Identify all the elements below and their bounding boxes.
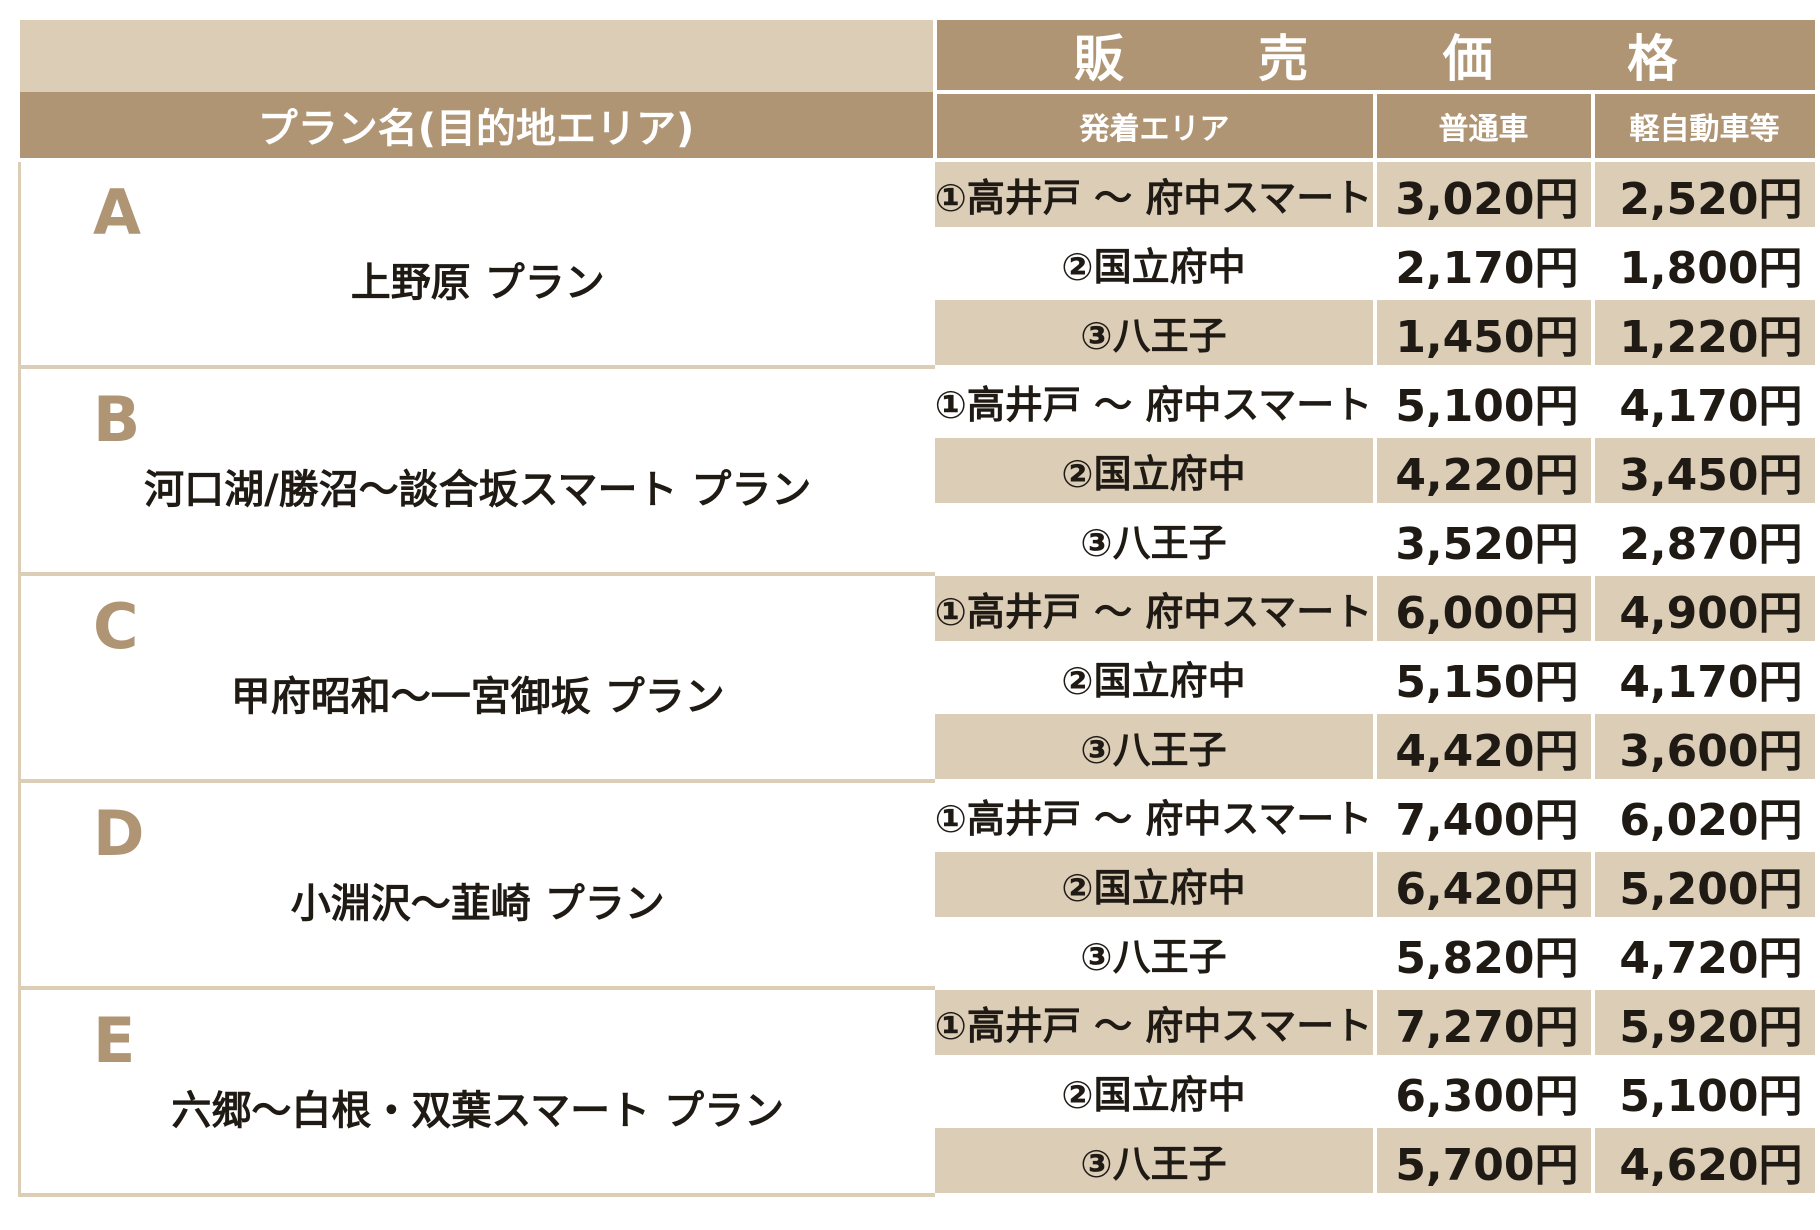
kei-price: 4,170円	[1592, 367, 1815, 438]
departure-area: ③八王子	[934, 505, 1377, 576]
departure-area: ①高井戸 〜 府中スマート	[934, 574, 1377, 645]
kei-price: 5,200円	[1592, 850, 1815, 921]
standard-price: 6,000円	[1374, 574, 1595, 645]
table-row: ③八王子 1,450円 1,220円	[20, 298, 1815, 369]
departure-area: ①高井戸 〜 府中スマート	[934, 781, 1377, 852]
plan-cell-b: B 河口湖/勝沼〜談合坂スマート プラン	[18, 367, 935, 576]
departure-area: ③八王子	[934, 298, 1377, 369]
table-row: ②国立府中 6,300円 5,100円	[20, 1057, 1815, 1128]
standard-price: 6,300円	[1374, 1057, 1595, 1128]
table-row: ②国立府中 2,170円 1,800円	[20, 229, 1815, 300]
kei-price: 1,800円	[1592, 229, 1815, 300]
departure-area: ③八王子	[934, 712, 1377, 783]
departure-area: ③八王子	[934, 919, 1377, 990]
standard-price: 3,520円	[1374, 505, 1595, 576]
table-row: E 六郷〜白根・双葉スマート プラン ①高井戸 〜 府中スマート 7,270円 …	[18, 988, 1815, 1197]
departure-area: ③八王子	[934, 1126, 1377, 1197]
title-char: 売	[1258, 30, 1309, 88]
table-row: ②国立府中 6,420円 5,200円	[20, 850, 1815, 921]
departure-area: ①高井戸 〜 府中スマート	[934, 160, 1377, 231]
plan-letter: B	[93, 383, 141, 456]
title-char: 価	[1442, 30, 1493, 88]
standard-price: 5,700円	[1374, 1126, 1595, 1197]
departure-area: ①高井戸 〜 府中スマート	[934, 367, 1377, 438]
departure-area: ②国立府中	[934, 436, 1377, 507]
standard-price: 7,400円	[1374, 781, 1595, 852]
plan-cell-c: C 甲府昭和〜一宮御坂 プラン	[18, 574, 935, 783]
departure-area-header: 発着エリア	[934, 92, 1377, 162]
departure-area: ②国立府中	[934, 643, 1377, 714]
table-row: C 甲府昭和〜一宮御坂 プラン ①高井戸 〜 府中スマート 6,000円 4,9…	[18, 574, 1815, 783]
standard-price: 5,150円	[1374, 643, 1595, 714]
title-char: 販	[1073, 30, 1124, 88]
kei-price: 2,870円	[1592, 505, 1815, 576]
kei-price: 4,720円	[1592, 919, 1815, 990]
table-row: ③八王子 5,820円 4,720円	[20, 919, 1815, 990]
plan-letter: A	[93, 176, 141, 249]
kei-price: 2,520円	[1592, 160, 1815, 231]
table-row: ③八王子 4,420円 3,600円	[20, 712, 1815, 783]
standard-price: 7,270円	[1374, 988, 1595, 1059]
plan-letter: D	[93, 797, 145, 870]
price-table: 販 売 価 格 プラン名(目的地エリア) 発着エリア 普通車 軽自動車等 A	[18, 20, 1815, 1197]
standard-price: 4,420円	[1374, 712, 1595, 783]
plan-letter: C	[93, 590, 139, 663]
plan-name-header: プラン名(目的地エリア)	[19, 92, 937, 162]
standard-price: 3,020円	[1374, 160, 1595, 231]
standard-price: 4,220円	[1374, 436, 1595, 507]
kei-price: 3,600円	[1592, 712, 1815, 783]
plan-name: 上野原 プラン	[350, 259, 605, 306]
table-row: ②国立府中 5,150円 4,170円	[20, 643, 1815, 714]
table-row: B 河口湖/勝沼〜談合坂スマート プラン ①高井戸 〜 府中スマート 5,100…	[18, 367, 1815, 576]
header-blank-cell	[19, 20, 937, 92]
plan-name: 六郷〜白根・双葉スマート プラン	[171, 1087, 785, 1134]
standard-price: 1,450円	[1374, 298, 1595, 369]
table-row: D 小淵沢〜韮崎 プラン ①高井戸 〜 府中スマート 7,400円 6,020円	[18, 781, 1815, 990]
kei-price: 5,920円	[1592, 988, 1815, 1059]
kei-price: 4,170円	[1592, 643, 1815, 714]
kei-price: 1,220円	[1592, 298, 1815, 369]
table-row: ③八王子 3,520円 2,870円	[20, 505, 1815, 576]
kei-price: 6,020円	[1592, 781, 1815, 852]
table-row: ②国立府中 4,220円 3,450円	[20, 436, 1815, 507]
kei-price: 3,450円	[1592, 436, 1815, 507]
departure-area: ②国立府中	[934, 1057, 1377, 1128]
price-table-wrapper: 販 売 価 格 プラン名(目的地エリア) 発着エリア 普通車 軽自動車等 A	[18, 20, 1815, 1197]
kei-price: 5,100円	[1592, 1057, 1815, 1128]
departure-area: ②国立府中	[934, 229, 1377, 300]
title-char: 格	[1627, 30, 1678, 88]
table-row: A 上野原 プラン ①高井戸 〜 府中スマート 3,020円 2,520円	[18, 160, 1815, 369]
plan-cell-d: D 小淵沢〜韮崎 プラン	[18, 781, 935, 990]
table-row: ③八王子 5,700円 4,620円	[20, 1126, 1815, 1197]
standard-price: 2,170円	[1374, 229, 1595, 300]
kei-car-header: 軽自動車等	[1592, 92, 1815, 162]
departure-area: ②国立府中	[934, 850, 1377, 921]
plan-name: 河口湖/勝沼〜談合坂スマート プラン	[144, 466, 812, 513]
sales-price-title: 販 売 価 格	[934, 20, 1815, 94]
plan-cell-e: E 六郷〜白根・双葉スマート プラン	[18, 988, 935, 1197]
departure-area: ①高井戸 〜 府中スマート	[934, 988, 1377, 1059]
plan-letter: E	[93, 1004, 136, 1077]
kei-price: 4,620円	[1592, 1126, 1815, 1197]
standard-car-header: 普通車	[1374, 92, 1595, 162]
plan-name: 甲府昭和〜一宮御坂 プラン	[230, 673, 725, 720]
plan-name: 小淵沢〜韮崎 プラン	[290, 880, 665, 927]
kei-price: 4,900円	[1592, 574, 1815, 645]
standard-price: 5,820円	[1374, 919, 1595, 990]
standard-price: 6,420円	[1374, 850, 1595, 921]
plan-cell-a: A 上野原 プラン	[18, 160, 935, 369]
standard-price: 5,100円	[1374, 367, 1595, 438]
